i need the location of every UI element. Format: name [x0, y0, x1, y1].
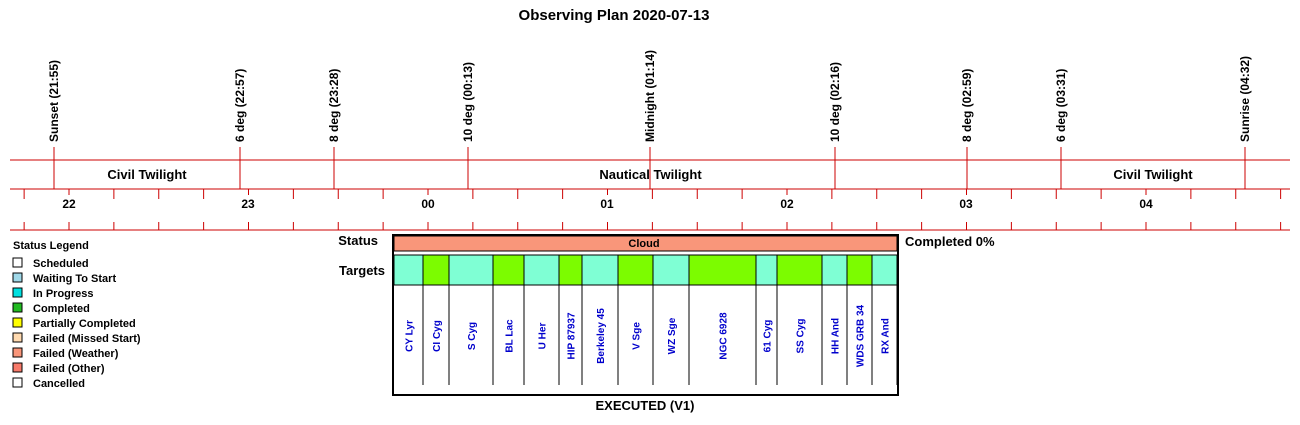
hour-label: 23	[241, 197, 255, 211]
target-name: CI Cyg	[432, 320, 443, 352]
event-label: 6 deg (22:57)	[233, 69, 247, 142]
target-block	[871, 254, 898, 286]
target-name: WZ Sge	[667, 317, 678, 354]
legend-item-label: Completed	[33, 303, 90, 315]
target-block	[558, 254, 583, 286]
timeline: Sunset (21:55) 6 deg (22:57) 8 deg (23:28)…	[10, 50, 1290, 231]
target-name: BL Lac	[505, 319, 516, 353]
target-block	[448, 254, 494, 286]
target-name: WDS GRB 34	[856, 304, 867, 367]
target-block	[617, 254, 654, 286]
target-block	[652, 254, 690, 286]
hour-label: 03	[959, 197, 973, 211]
completed-percent: Completed 0%	[905, 234, 995, 249]
status-legend: Status Legend Scheduled Waiting To Start I…	[12, 240, 141, 390]
legend-swatch	[12, 302, 23, 313]
legend-item-label: Failed (Missed Start)	[33, 333, 141, 345]
hour-ticks: 22 23 00 01 02 03 04	[23, 189, 1282, 230]
target-block	[393, 254, 424, 286]
target-name: HH And	[831, 318, 842, 354]
legend-swatch	[12, 347, 23, 358]
legend-swatch	[12, 377, 23, 388]
legend-item-label: Failed (Other)	[33, 363, 105, 375]
legend-item-label: Scheduled	[33, 258, 89, 270]
chart-title: Observing Plan 2020-07-13	[519, 7, 710, 24]
target-name: U Her	[538, 323, 549, 350]
target-block	[846, 254, 873, 286]
target-block	[581, 254, 619, 286]
hour-label: 01	[600, 197, 614, 211]
target-block	[776, 254, 823, 286]
target-block	[422, 254, 450, 286]
twilight-band-label: Nautical Twilight	[599, 167, 702, 182]
event-label: 10 deg (00:13)	[461, 62, 475, 142]
legend-item-label: Partially Completed	[33, 318, 136, 330]
twilight-events: Sunset (21:55) 6 deg (22:57) 8 deg (23:28)…	[47, 50, 1252, 189]
target-name: 61 Cyg	[763, 320, 774, 353]
legend-item-label: Cancelled	[33, 378, 85, 390]
event-label: Sunrise (04:32)	[1238, 56, 1252, 142]
target-name: Berkeley 45	[596, 308, 607, 364]
target-name: SS Cyg	[796, 318, 807, 353]
legend-item-label: Waiting To Start	[33, 273, 116, 285]
legend-title: Status Legend	[13, 240, 89, 252]
target-name: S Cyg	[467, 322, 478, 350]
targets-timeline: CY Lyr CI Cyg S Cyg BL Lac U Her HIP 87937 Ber…	[393, 254, 898, 385]
event-label: 6 deg (03:31)	[1054, 69, 1068, 142]
legend-swatch	[12, 332, 23, 343]
executed-label: EXECUTED (V1)	[596, 398, 695, 413]
target-name: NGC 6928	[719, 312, 730, 360]
target-block	[688, 254, 757, 286]
event-label: 8 deg (23:28)	[327, 69, 341, 142]
legend-item-label: In Progress	[33, 288, 94, 300]
plan-frame	[392, 234, 899, 396]
legend-swatch	[12, 257, 23, 268]
twilight-band-label: Civil Twilight	[1113, 167, 1193, 182]
legend-item-label: Failed (Weather)	[33, 348, 119, 360]
target-name: RX And	[881, 318, 892, 354]
legend-items: Scheduled Waiting To Start In Progress Comp…	[12, 257, 141, 390]
legend-swatch	[12, 272, 23, 283]
event-label: 10 deg (02:16)	[828, 62, 842, 142]
target-name: HIP 87937	[567, 312, 578, 360]
targets-row-label: Targets	[339, 263, 385, 278]
event-label: 8 deg (02:59)	[960, 69, 974, 142]
legend-swatch	[12, 287, 23, 298]
status-bar: Cloud	[393, 235, 898, 252]
status-value: Cloud	[628, 238, 659, 250]
status-row-label: Status	[338, 233, 378, 248]
event-label: Midnight (01:14)	[643, 50, 657, 142]
legend-swatch	[12, 362, 23, 373]
target-name: V Sge	[632, 322, 643, 350]
event-label: Sunset (21:55)	[47, 60, 61, 142]
twilight-bands: Civil Twilight Nautical Twilight Civil Twi…	[107, 167, 1193, 182]
target-name: CY Lyr	[405, 320, 416, 352]
target-block	[492, 254, 525, 286]
hour-label: 22	[62, 197, 76, 211]
twilight-band-label: Civil Twilight	[107, 167, 187, 182]
hour-label: 00	[421, 197, 435, 211]
target-block	[755, 254, 778, 286]
target-block	[523, 254, 560, 286]
hour-label: 04	[1139, 197, 1153, 211]
hour-label: 02	[780, 197, 794, 211]
target-block	[821, 254, 848, 286]
legend-swatch	[12, 317, 23, 328]
